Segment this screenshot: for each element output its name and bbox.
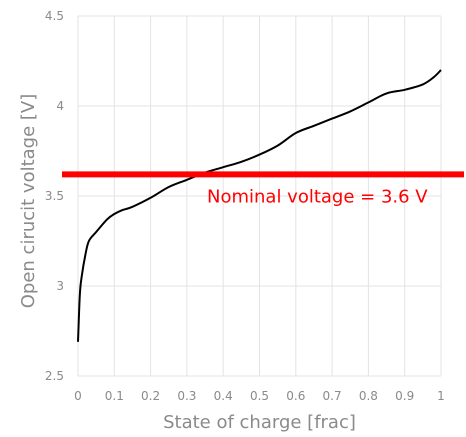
- x-tick-label: 0.9: [395, 389, 414, 403]
- ocv-curve: [77, 69, 442, 342]
- y-axis-ticks: 2.5 3 3.5 4 4.5: [45, 9, 64, 383]
- x-axis-title: State of charge [frac]: [163, 412, 356, 433]
- y-tick-label: 3: [56, 279, 64, 293]
- x-tick-label: 0.2: [141, 389, 160, 403]
- grid: [77, 15, 442, 377]
- y-tick-label: 2.5: [45, 369, 64, 383]
- x-tick-label: 0.3: [177, 389, 196, 403]
- y-axis-title: Open cirucit voltage [V]: [18, 94, 39, 309]
- x-tick-label: 1: [437, 389, 445, 403]
- x-tick-label: 0.8: [359, 389, 378, 403]
- nominal-voltage-label: Nominal voltage = 3.6 V: [207, 186, 428, 207]
- y-tick-label: 3.5: [45, 189, 64, 203]
- x-tick-label: 0.5: [250, 389, 269, 403]
- y-tick-label: 4.5: [45, 9, 64, 23]
- x-tick-label: 0.6: [286, 389, 305, 403]
- x-tick-label: 0.4: [214, 389, 233, 403]
- x-tick-label: 0.1: [105, 389, 124, 403]
- y-tick-label: 4: [56, 99, 64, 113]
- x-axis-ticks: 0 0.1 0.2 0.3 0.4 0.5 0.6 0.7 0.8 0.9 1: [74, 389, 445, 403]
- x-tick-label: 0.7: [323, 389, 342, 403]
- x-tick-label: 0: [74, 389, 82, 403]
